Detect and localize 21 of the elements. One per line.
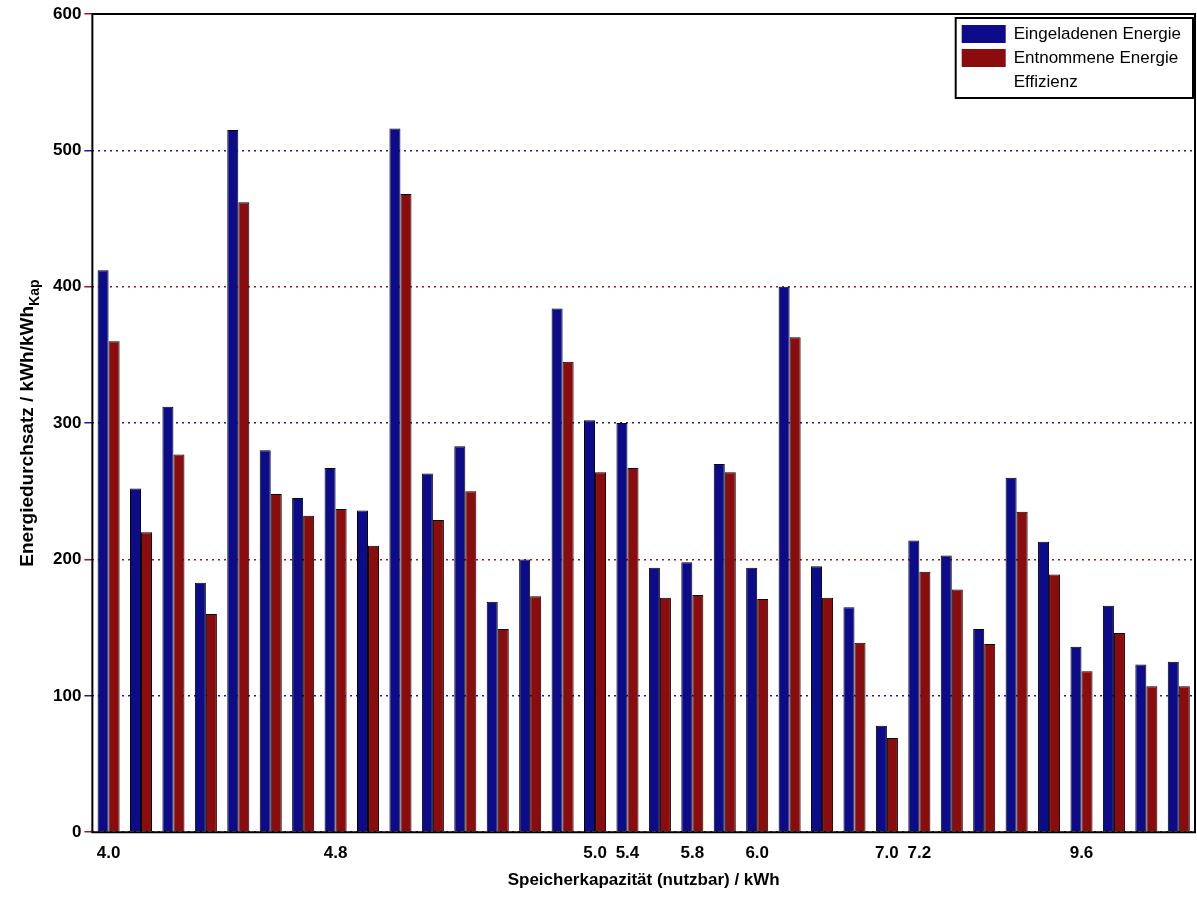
x-tick-label: 6.0: [745, 843, 770, 863]
y-tick-label: 200: [52, 549, 82, 569]
x-tick-label: 7.2: [907, 843, 932, 863]
text: Effizienz: [1013, 71, 1078, 91]
y-tick-label: 300: [52, 412, 82, 432]
y-tick-label: 500: [52, 140, 82, 160]
y-tick-label: 100: [52, 685, 82, 705]
x-tick-label: 4.0: [96, 843, 121, 863]
x-tick-label: 5.0: [583, 843, 607, 863]
legend-label: Entnommene Energie: [1013, 47, 1179, 67]
x-axis-title: Speicherkapazität (nutzbar) / kWh: [507, 870, 780, 890]
y-tick-label: 400: [52, 276, 82, 296]
legend-label: Eingeladenen Energie: [1013, 23, 1182, 43]
x-tick-label: 9.6: [1069, 843, 1094, 863]
x-tick-label: 4.8: [323, 843, 348, 863]
y-tick-label: 600: [52, 3, 82, 23]
y-tick-label: 0: [71, 821, 82, 841]
x-tick-label: 7.0: [875, 843, 899, 863]
x-tick-label: 5.8: [680, 843, 705, 863]
y-axis-title: Energiedurchsatz / kWh/kWhKap: [16, 279, 42, 567]
x-tick-label: 5.4: [615, 843, 640, 863]
